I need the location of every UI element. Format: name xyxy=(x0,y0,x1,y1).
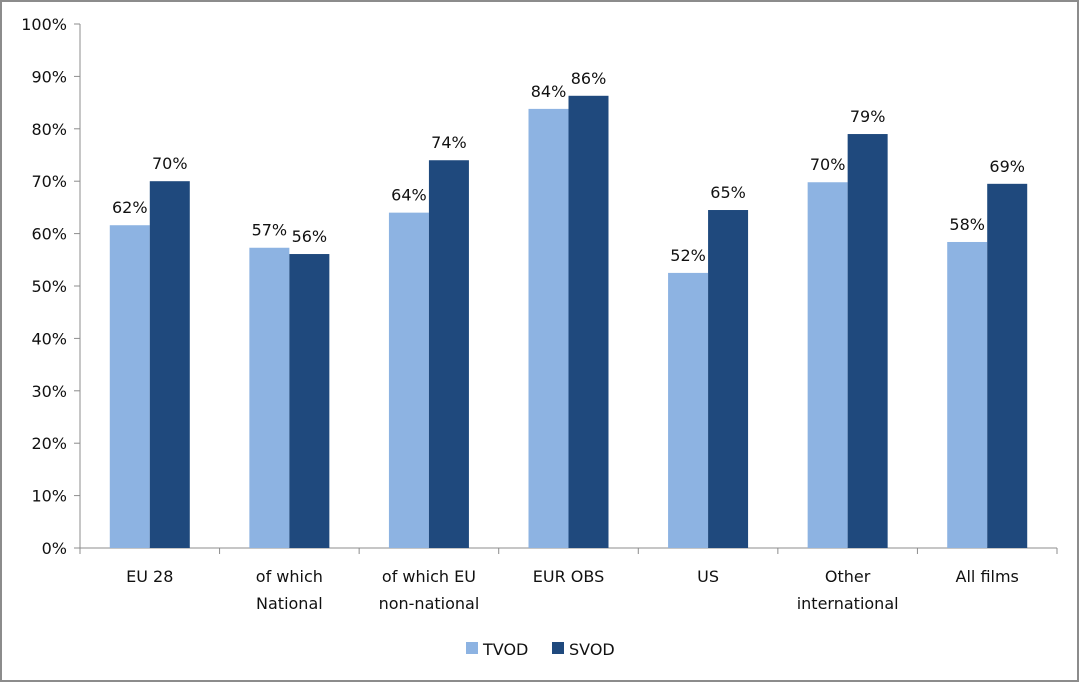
bar-tvod xyxy=(947,241,988,548)
bar-svod xyxy=(289,254,330,548)
bar-tvod xyxy=(668,272,709,548)
x-tick-label: EUR OBS xyxy=(533,567,604,586)
bar-tvod xyxy=(528,108,569,548)
x-tick-label: National xyxy=(256,594,323,613)
y-tick-label: 100% xyxy=(21,15,67,34)
x-tick-label: All films xyxy=(956,567,1019,586)
y-tick-label: 90% xyxy=(31,67,67,86)
bar-svod xyxy=(708,210,749,548)
x-tick-label: non-national xyxy=(379,594,480,613)
bar-svod xyxy=(568,95,609,549)
data-label: 70% xyxy=(152,154,188,173)
legend-label: TVOD xyxy=(482,640,528,659)
data-label: 86% xyxy=(571,69,607,88)
y-tick-label: 60% xyxy=(31,225,67,244)
y-tick-label: 50% xyxy=(31,277,67,296)
x-tick-label: EU 28 xyxy=(126,567,173,586)
data-label: 62% xyxy=(112,198,148,217)
bar-tvod xyxy=(388,212,429,548)
bar-svod xyxy=(987,183,1028,548)
bar-svod xyxy=(428,160,469,549)
x-tick-label: of which xyxy=(256,567,323,586)
x-tick-label: of which EU xyxy=(382,567,476,586)
data-label: 74% xyxy=(431,133,467,152)
legend-label: SVOD xyxy=(569,640,615,659)
legend-swatch-tvod xyxy=(466,642,478,654)
bar-svod xyxy=(149,181,190,548)
data-label: 70% xyxy=(810,155,846,174)
y-tick-label: 40% xyxy=(31,329,67,348)
data-label: 69% xyxy=(989,157,1025,176)
data-label: 52% xyxy=(670,246,706,265)
bar-tvod xyxy=(249,247,290,549)
y-tick-label: 80% xyxy=(31,120,67,139)
y-tick-label: 20% xyxy=(31,434,67,453)
data-label: 64% xyxy=(391,186,427,205)
y-tick-label: 70% xyxy=(31,172,67,191)
y-tick-label: 0% xyxy=(42,539,67,558)
data-label: 84% xyxy=(531,82,567,101)
y-tick-label: 30% xyxy=(31,382,67,401)
bar-svod xyxy=(847,134,888,549)
y-tick-label: 10% xyxy=(31,487,67,506)
data-label: 58% xyxy=(949,215,985,234)
data-label: 56% xyxy=(292,227,328,246)
data-label: 65% xyxy=(710,183,746,202)
bar-tvod xyxy=(109,225,150,548)
x-tick-label: Other xyxy=(825,567,871,586)
legend-swatch-svod xyxy=(552,642,564,654)
x-tick-label: international xyxy=(797,594,899,613)
data-label: 79% xyxy=(850,107,886,126)
bar-tvod xyxy=(807,182,848,549)
x-tick-label: US xyxy=(697,567,719,586)
data-label: 57% xyxy=(252,221,288,240)
